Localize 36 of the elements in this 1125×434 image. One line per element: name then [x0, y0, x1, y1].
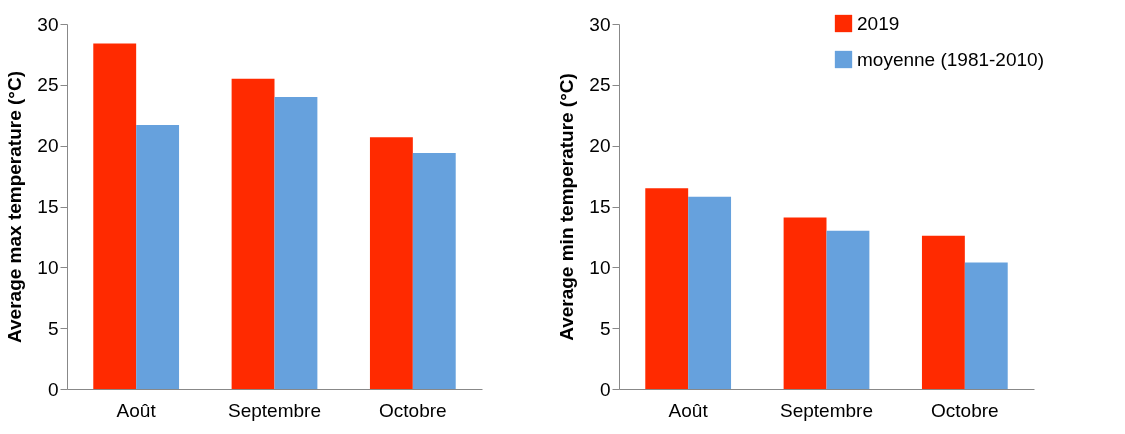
bar: [921, 235, 965, 389]
y-tick-label: 30: [589, 13, 611, 35]
bar: [964, 262, 1008, 389]
y-tick-label: 20: [37, 135, 59, 157]
y-tick-label: 30: [37, 13, 59, 35]
x-tick-label: Septembre: [228, 399, 321, 421]
bar: [645, 188, 689, 389]
x-tick-label: Septembre: [780, 399, 873, 421]
bar: [231, 78, 275, 389]
y-tick-label: 10: [37, 256, 59, 278]
bar: [274, 97, 318, 389]
bar: [783, 217, 827, 389]
bar: [412, 152, 456, 389]
x-tick-label: Octobre: [931, 399, 999, 421]
y-axis-title: Average min temperature (°C): [556, 73, 578, 341]
y-tick-label: 0: [599, 378, 611, 400]
y-tick-label: 20: [589, 135, 611, 157]
bar: [136, 124, 180, 389]
y-tick-label: 10: [589, 256, 611, 278]
y-tick-label: 15: [37, 196, 59, 217]
bar: [688, 196, 732, 389]
bar: [826, 230, 870, 389]
x-tick-label: Août: [116, 399, 157, 421]
bar: [369, 137, 413, 389]
y-tick-label: 5: [47, 317, 59, 339]
y-tick-label: 25: [589, 74, 611, 96]
legend-label: moyenne (1981-2010): [857, 48, 1044, 70]
y-tick-label: 15: [589, 196, 611, 217]
x-tick-label: Août: [668, 399, 709, 421]
y-tick-label: 5: [599, 317, 611, 339]
x-tick-label: Octobre: [379, 399, 447, 421]
y-axis-title: Average max temperature (°C): [4, 71, 26, 343]
y-tick-label: 25: [37, 74, 59, 96]
legend-label: 2019: [857, 12, 900, 34]
y-tick-label: 0: [47, 378, 59, 400]
bar: [93, 43, 137, 389]
